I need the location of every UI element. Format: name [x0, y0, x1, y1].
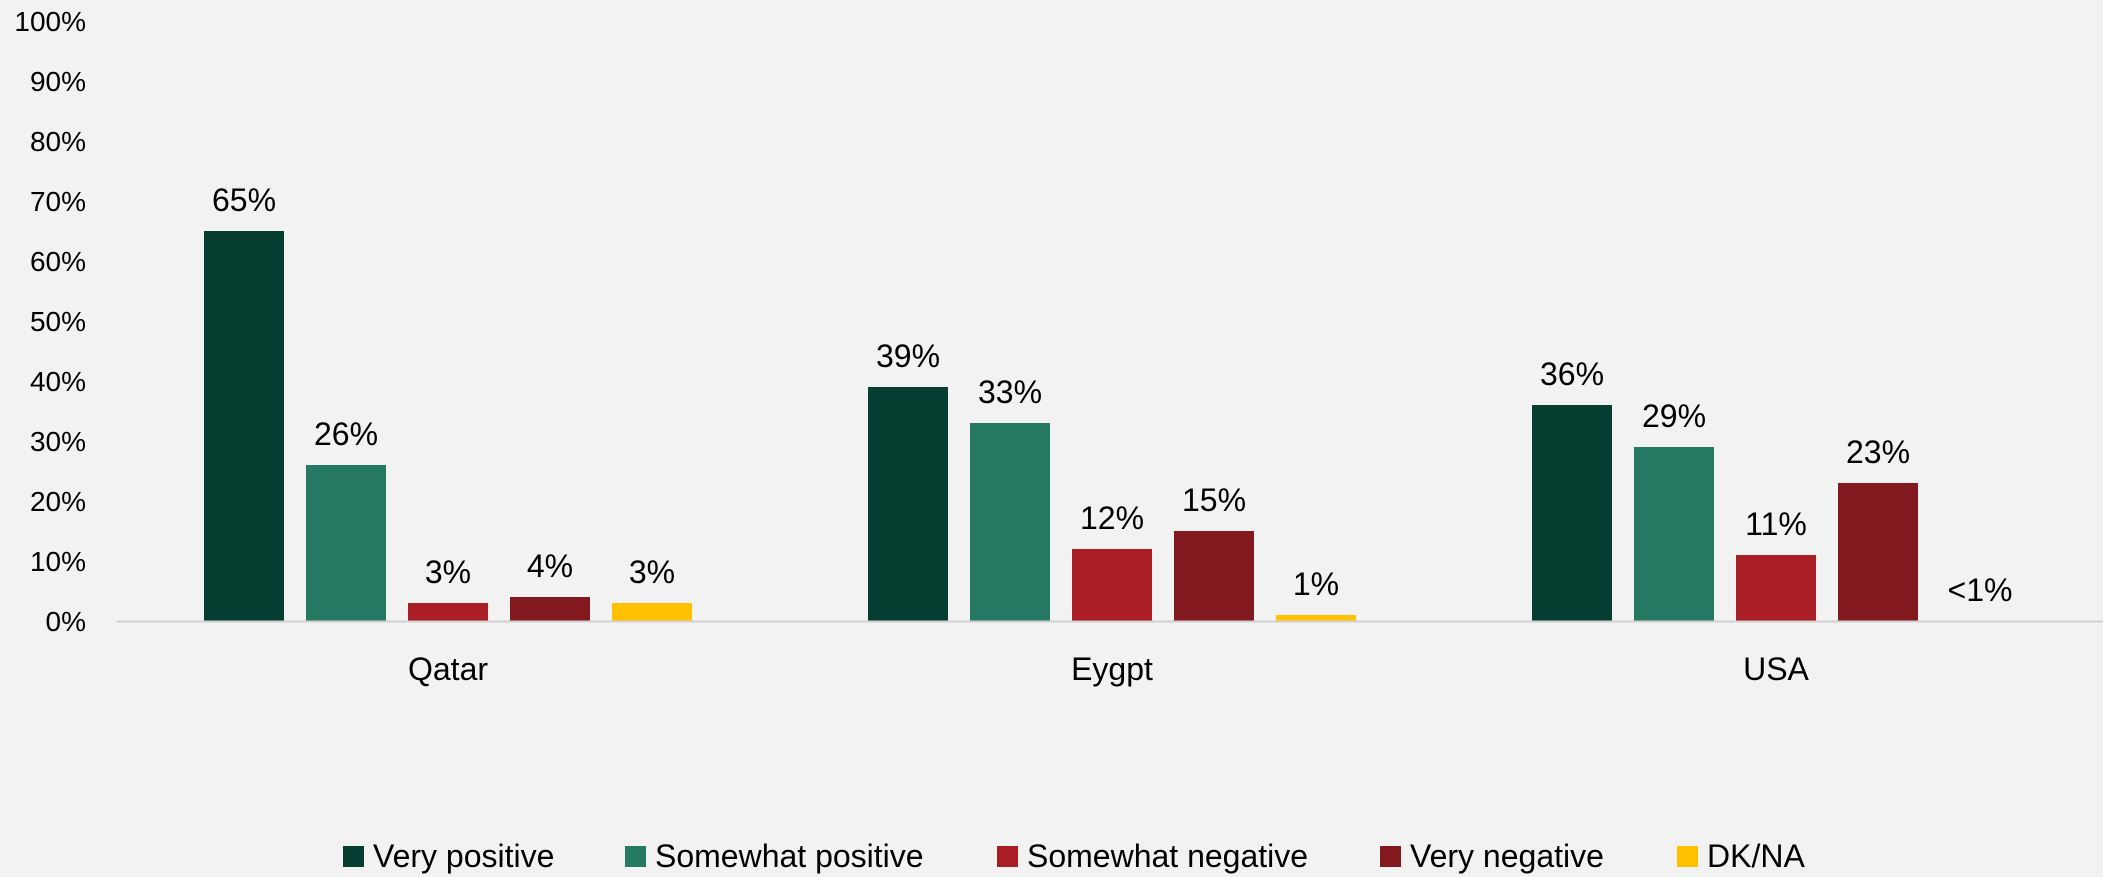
bars [204, 231, 1918, 621]
y-tick-label: 30% [30, 426, 86, 457]
bar [1838, 483, 1918, 621]
data-label: 15% [1182, 482, 1246, 518]
legend-label: Very negative [1410, 838, 1604, 874]
bar [1276, 615, 1356, 621]
legend-item: Somewhat positive [625, 838, 924, 874]
legend-swatch [343, 846, 364, 867]
y-tick-label: 80% [30, 126, 86, 157]
legend-item: Very positive [343, 838, 554, 874]
data-label: 33% [978, 374, 1042, 410]
data-label: 23% [1846, 434, 1910, 470]
data-label: 39% [876, 338, 940, 374]
y-axis: 0% 10% 20% 30% 40% 50% 60% 70% 80% 90% 100% [14, 6, 86, 637]
legend-item: Very negative [1380, 838, 1604, 874]
data-label: 3% [629, 554, 675, 590]
data-label: 11% [1745, 506, 1807, 542]
legend-swatch [997, 846, 1018, 867]
legend-label: Somewhat positive [655, 838, 924, 874]
bar [306, 465, 386, 621]
y-tick-label: 100% [14, 6, 86, 37]
bar [612, 603, 692, 621]
legend: Very positive Somewhat positive Somewhat n… [343, 838, 1805, 874]
y-tick-label: 20% [30, 486, 86, 517]
legend-swatch [1677, 846, 1698, 867]
legend-label: Very positive [373, 838, 554, 874]
bar [1174, 531, 1254, 621]
data-label: <1% [1948, 572, 2013, 608]
bar [1072, 549, 1152, 621]
data-label: 4% [527, 548, 573, 584]
y-tick-label: 0% [46, 606, 86, 637]
legend-item: Somewhat negative [997, 838, 1308, 874]
legend-label: Somewhat negative [1027, 838, 1308, 874]
bar [510, 597, 590, 621]
y-tick-label: 60% [30, 246, 86, 277]
legend-item: DK/NA [1677, 838, 1805, 874]
category-labels: Qatar Eygpt USA [408, 651, 1810, 687]
bar [1736, 555, 1816, 621]
bar [868, 387, 948, 621]
bar [408, 603, 488, 621]
data-label: 29% [1642, 398, 1706, 434]
data-label: 26% [314, 416, 378, 452]
bar [1532, 405, 1612, 621]
data-label: 36% [1540, 356, 1604, 392]
bar [204, 231, 284, 621]
data-label: 65% [212, 182, 276, 218]
category-label: Qatar [408, 651, 488, 687]
bar [1634, 447, 1714, 621]
legend-swatch [1380, 846, 1401, 867]
y-tick-label: 40% [30, 366, 86, 397]
y-tick-label: 70% [30, 186, 86, 217]
y-tick-label: 50% [30, 306, 86, 337]
legend-swatch [625, 846, 646, 867]
data-label: 3% [425, 554, 471, 590]
data-label: 12% [1080, 500, 1144, 536]
category-label: USA [1743, 651, 1809, 687]
category-label: Eygpt [1071, 651, 1153, 687]
data-label: 1% [1293, 566, 1339, 602]
legend-label: DK/NA [1707, 838, 1805, 874]
data-labels: 65% 26% 3% 4% 3% 39% 33% 12% 15% 1% 36% 29% 11% 23% <1… [212, 182, 2012, 608]
y-tick-label: 90% [30, 66, 86, 97]
bar [970, 423, 1050, 621]
y-tick-label: 10% [30, 546, 86, 577]
